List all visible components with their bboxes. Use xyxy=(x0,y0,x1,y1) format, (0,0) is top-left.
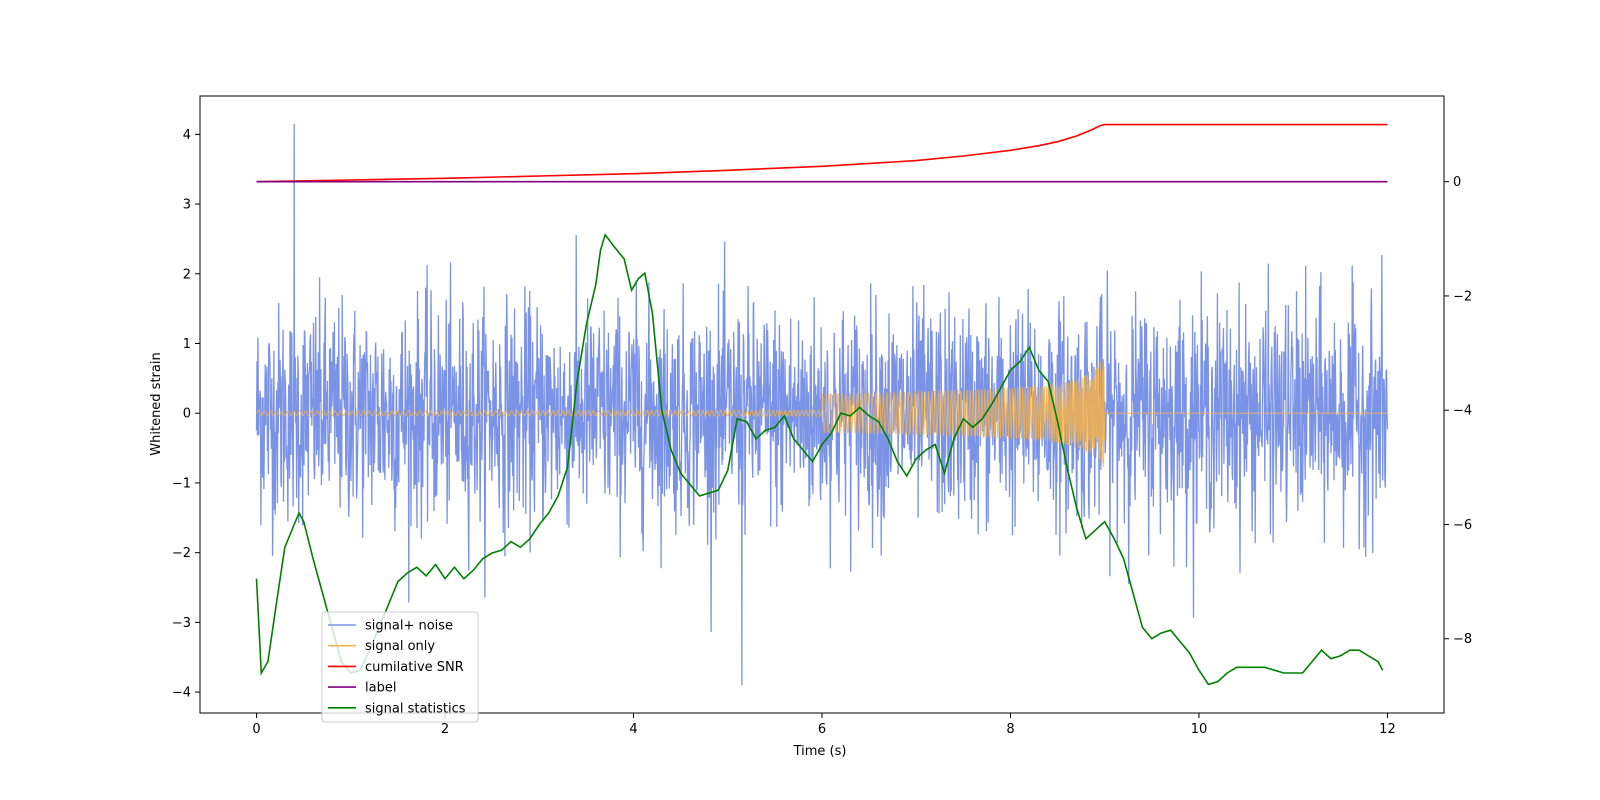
y-tick-label: 2 xyxy=(183,267,191,282)
x-tick-label: 0 xyxy=(252,722,260,737)
y2-tick-label: −8 xyxy=(1453,632,1472,647)
x-tick-label: 10 xyxy=(1191,722,1208,737)
series-line-signal-statistics xyxy=(255,233,1384,686)
y-tick-label: −4 xyxy=(172,686,191,701)
legend-label: signal only xyxy=(365,639,435,654)
x-tick-label: 2 xyxy=(441,722,449,737)
y2-tick-label: −4 xyxy=(1453,404,1472,419)
x-axis-label: Time (s) xyxy=(793,744,847,759)
x-axis: 0 2 4 6 8 10 12 xyxy=(252,713,1396,737)
legend-label: cumilative SNR xyxy=(365,660,464,675)
y-tick-label: 3 xyxy=(183,198,191,213)
legend-label: signal+ noise xyxy=(365,619,453,634)
y2-tick-label: 0 xyxy=(1453,175,1461,190)
legend: signal+ noise signal only cumilative SNR la… xyxy=(321,611,479,723)
x-tick-label: 4 xyxy=(629,722,637,737)
series-line-signal-only xyxy=(256,359,1388,467)
y-tick-label: 1 xyxy=(183,337,191,352)
x-tick-label: 8 xyxy=(1006,722,1014,737)
y-tick-label: −2 xyxy=(172,546,191,561)
legend-label: label xyxy=(365,681,396,696)
y-axis-label: Whitened strain xyxy=(149,352,164,455)
y-tick-label: −1 xyxy=(172,476,191,491)
x-tick-label: 12 xyxy=(1379,722,1396,737)
y-axis-left: 4 3 2 1 0 −1 −2 −3 −4 xyxy=(172,128,200,701)
legend-box xyxy=(321,611,479,723)
y-axis-right: 0 −2 −4 −6 −8 xyxy=(1444,175,1472,647)
series-layer xyxy=(255,123,1389,686)
series-line-cumilative-snr xyxy=(256,123,1388,183)
y2-tick-label: −6 xyxy=(1453,518,1472,533)
legend-label: signal statistics xyxy=(365,701,466,716)
y-tick-label: 4 xyxy=(183,128,191,143)
y2-tick-label: −2 xyxy=(1453,289,1472,304)
x-tick-label: 6 xyxy=(818,722,826,737)
y-tick-label: −3 xyxy=(172,616,191,631)
series-line-signal-plus-noise xyxy=(255,123,1389,686)
y-tick-label: 0 xyxy=(183,407,191,422)
